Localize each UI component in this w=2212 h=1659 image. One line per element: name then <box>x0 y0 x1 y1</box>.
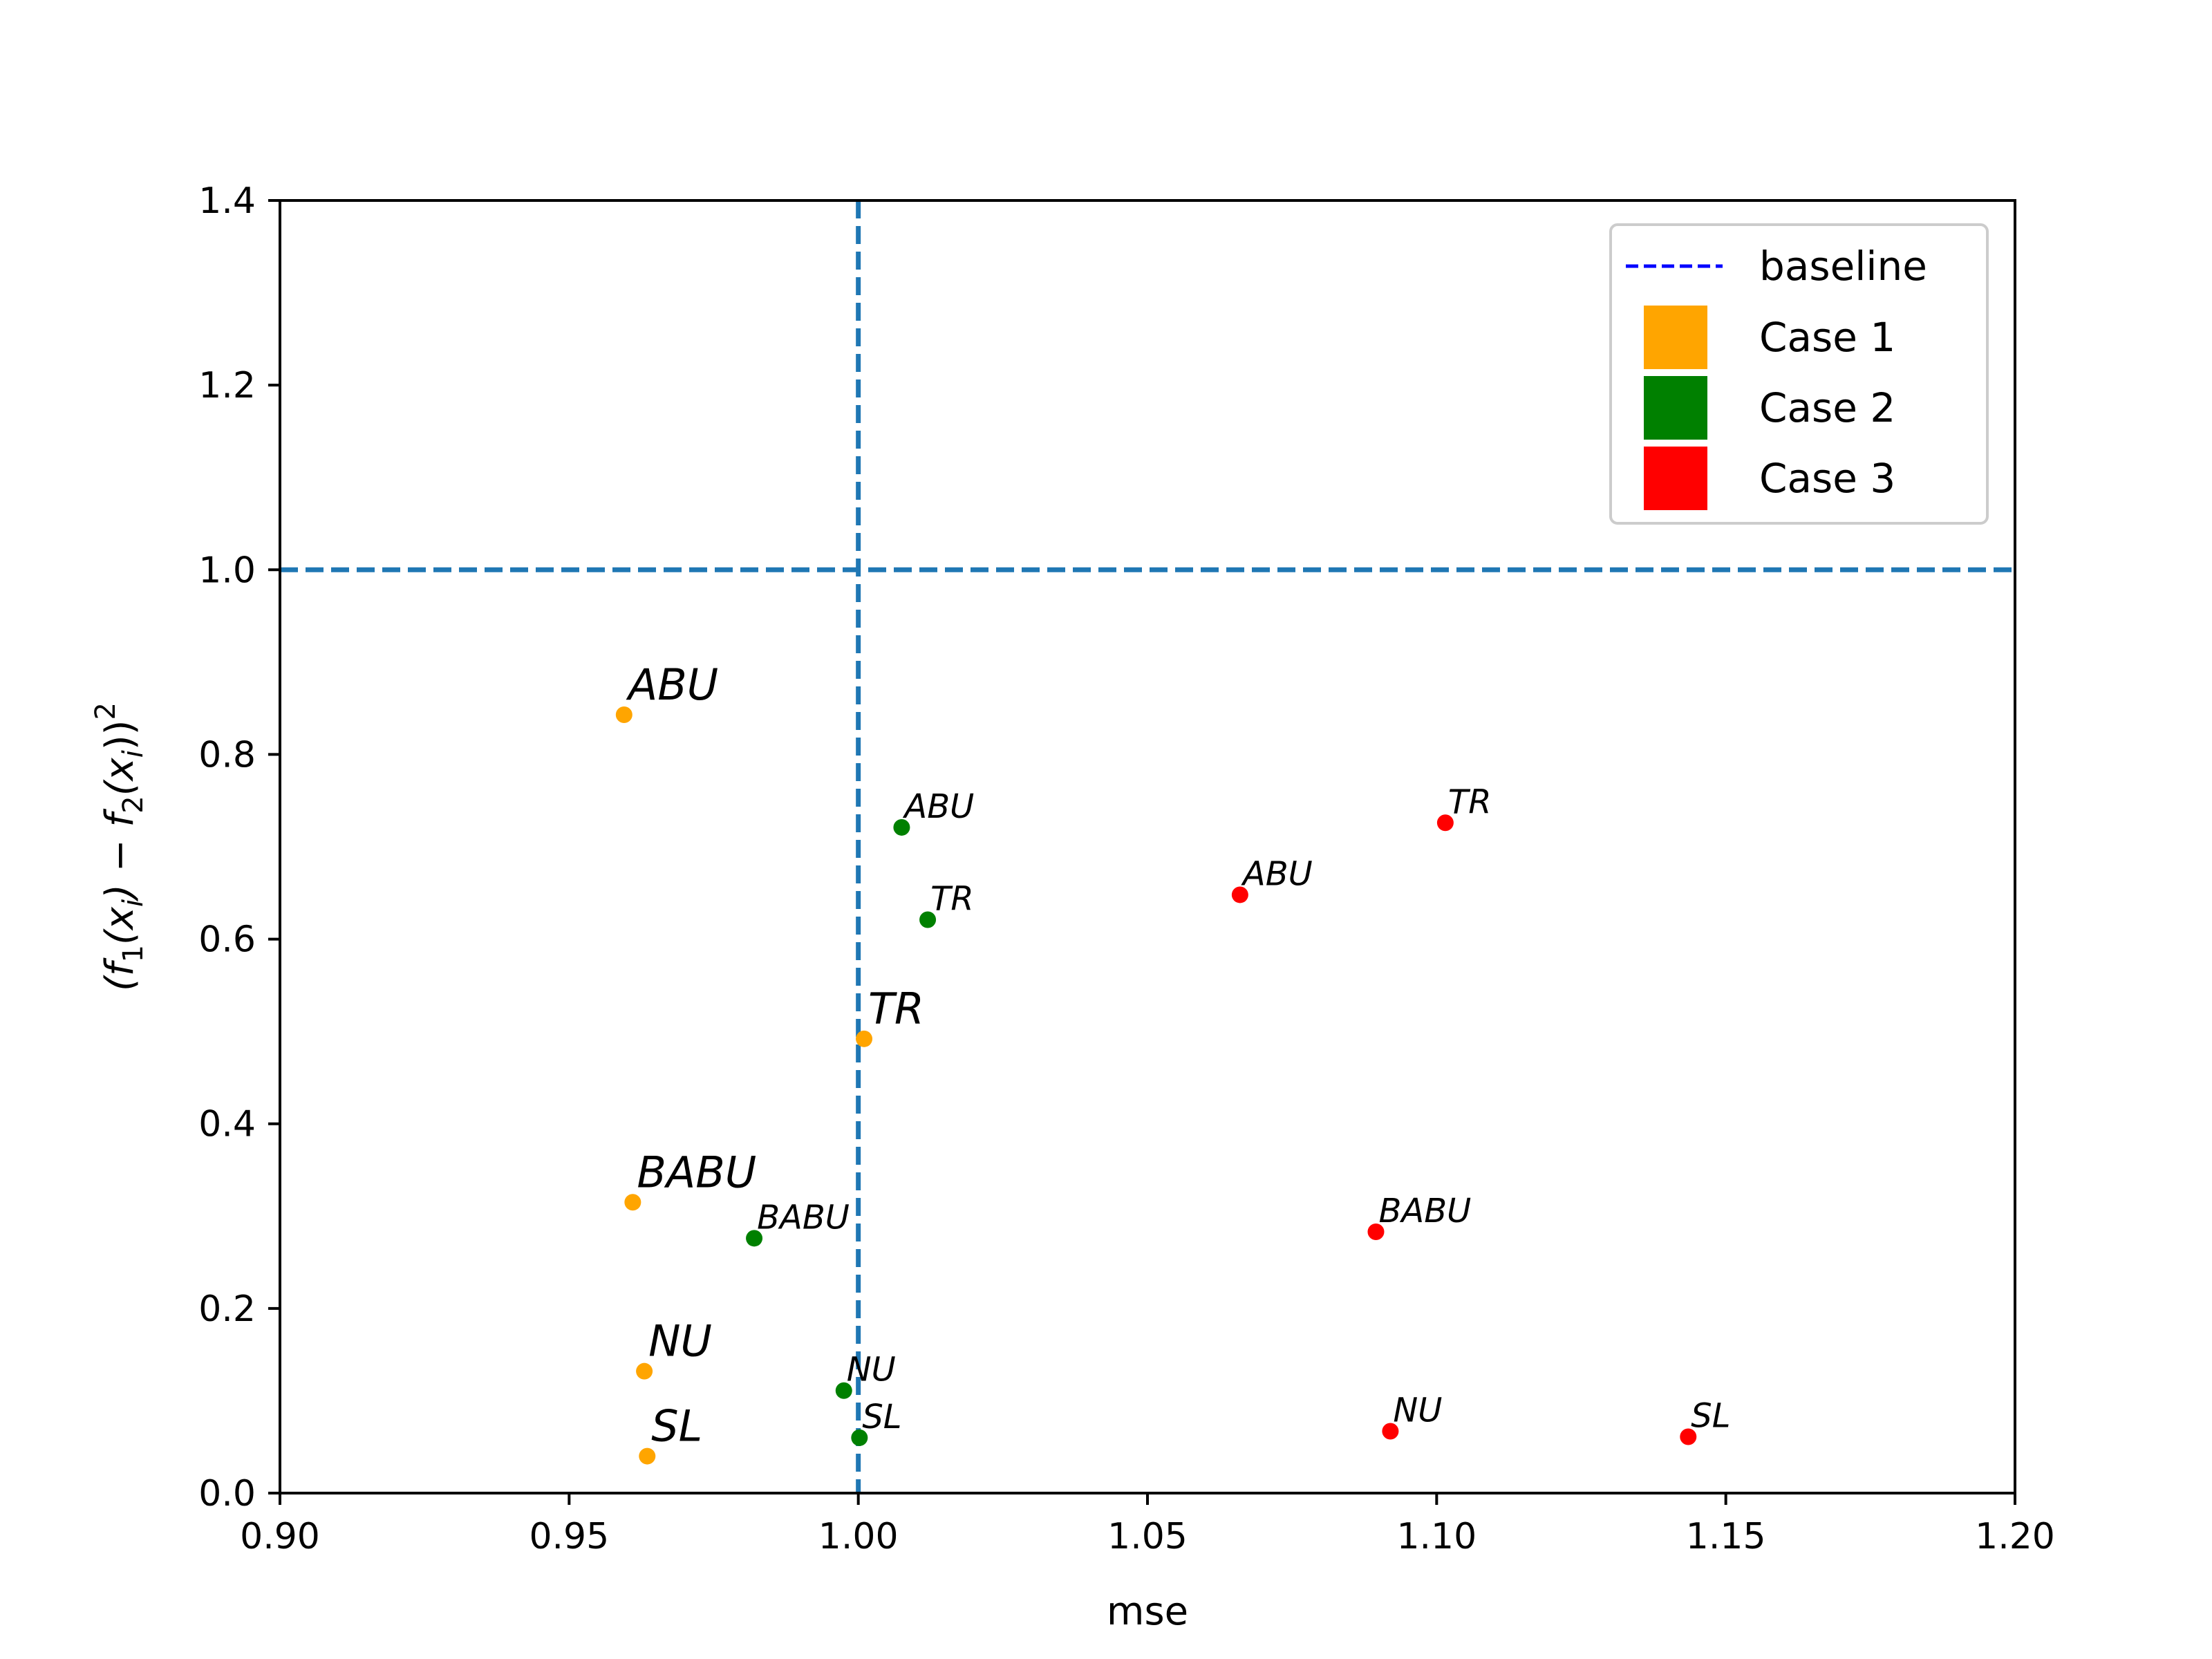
point-label-case-3-tr: TR <box>1448 782 1492 821</box>
point-case-3-abu <box>1231 886 1248 903</box>
x-tick-label: 1.00 <box>818 1516 899 1557</box>
point-label-case-3-babu: BABU <box>1378 1192 1471 1230</box>
point-case-1-nu <box>636 1362 653 1380</box>
legend-case-3-label: Case 3 <box>1759 455 1895 502</box>
point-case-2-abu <box>893 818 910 836</box>
y-tick-label: 0.6 <box>198 919 256 961</box>
point-case-1-tr <box>856 1030 873 1047</box>
x-axis-label: mse <box>1107 1589 1188 1634</box>
point-label-case-1-nu: NU <box>648 1316 712 1367</box>
y-axis-label-part: 1 <box>118 945 149 962</box>
legend-baseline-label: baseline <box>1759 243 1927 290</box>
y-axis-label-part: )) <box>97 720 142 750</box>
y-tick-label: 0.0 <box>198 1473 256 1515</box>
point-case-2-babu <box>746 1230 763 1247</box>
x-tick-label: 0.90 <box>240 1516 320 1557</box>
x-tick-label: 1.05 <box>1107 1516 1188 1557</box>
legend: baseline Case 1 Case 2 Case 3 <box>1609 223 1989 525</box>
x-tick-label: 1.20 <box>1975 1516 2055 1557</box>
point-case-1-babu <box>624 1194 641 1211</box>
legend-case-2-swatch <box>1644 376 1707 440</box>
legend-case-3-swatch <box>1644 447 1707 510</box>
y-axis-label-part: ) − f <box>97 808 142 901</box>
y-axis-label-part: (x <box>97 906 142 945</box>
point-label-case-3-sl: SL <box>1691 1397 1730 1436</box>
point-case-3-babu <box>1367 1223 1385 1240</box>
y-tick-label: 0.8 <box>198 734 256 776</box>
point-label-case-1-sl: SL <box>651 1401 702 1452</box>
y-axis-label: (f1(xi) − f2(xi))2 <box>90 702 149 991</box>
point-case-2-nu <box>835 1382 852 1399</box>
y-axis-label-part: (x <box>97 757 142 796</box>
point-case-3-tr <box>1436 814 1454 832</box>
x-tick-label: 1.15 <box>1686 1516 1766 1557</box>
legend-case-1-swatch <box>1644 306 1707 369</box>
y-tick-label: 0.2 <box>198 1288 256 1330</box>
point-label-case-2-nu: NU <box>847 1351 896 1389</box>
y-tick-label: 1.2 <box>198 365 256 406</box>
reference-lines <box>280 200 2015 1493</box>
legend-case-1-label: Case 1 <box>1759 314 1895 361</box>
x-tick-label: 1.10 <box>1396 1516 1477 1557</box>
y-axis-label-part: i <box>118 750 149 758</box>
y-axis-label-part: (f <box>97 957 142 991</box>
point-label-case-3-nu: NU <box>1393 1391 1442 1430</box>
point-label-case-2-abu: ABU <box>902 787 974 826</box>
y-tick-label: 1.0 <box>198 550 256 591</box>
point-label-case-2-tr: TR <box>930 880 974 919</box>
point-case-3-nu <box>1382 1423 1399 1440</box>
data-points <box>615 706 1697 1465</box>
y-axis-label-part: 2 <box>118 796 149 813</box>
point-labels: ABU TR BABU NU SL ABU TR BABU NU SL ABU TR BABU NU SL <box>626 659 1731 1452</box>
legend-case-2-label: Case 2 <box>1759 384 1895 431</box>
point-label-case-1-babu: BABU <box>637 1147 756 1197</box>
y-axis-label-part: 2 <box>90 702 122 720</box>
point-label-case-2-babu: BABU <box>757 1198 850 1237</box>
x-tick-label: 0.95 <box>529 1516 609 1557</box>
point-case-2-sl <box>851 1429 868 1446</box>
point-case-1-abu <box>615 706 632 723</box>
point-case-1-sl <box>639 1447 656 1465</box>
x-axis-ticks: 0.90 0.95 1.00 1.05 1.10 1.15 1.20 <box>240 1493 2055 1557</box>
point-label-case-1-tr: TR <box>868 984 924 1034</box>
y-tick-label: 1.4 <box>198 180 256 222</box>
y-axis-label-part: i <box>118 899 149 907</box>
point-case-3-sl <box>1680 1428 1697 1445</box>
point-label-case-2-sl: SL <box>862 1398 901 1436</box>
y-tick-label: 0.4 <box>198 1104 256 1145</box>
point-case-2-tr <box>919 911 937 928</box>
point-label-case-3-abu: ABU <box>1241 854 1313 893</box>
y-axis-ticks: 0.0 0.2 0.4 0.6 0.8 1.0 1.2 1.4 <box>198 180 280 1515</box>
point-label-case-1-abu: ABU <box>626 659 718 710</box>
